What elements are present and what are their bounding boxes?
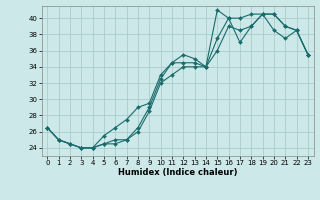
- X-axis label: Humidex (Indice chaleur): Humidex (Indice chaleur): [118, 168, 237, 177]
